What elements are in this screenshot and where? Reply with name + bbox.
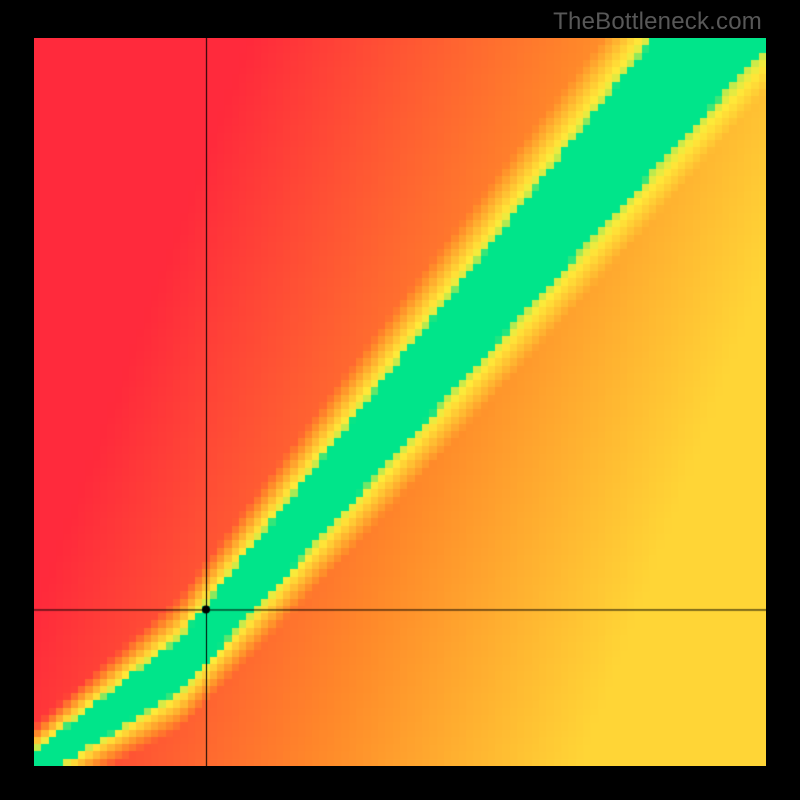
frame-right: [766, 0, 800, 800]
frame-left: [0, 0, 34, 800]
bottleneck-heatmap: [34, 38, 766, 766]
frame-bottom: [0, 766, 800, 800]
watermark-text: TheBottleneck.com: [553, 8, 762, 36]
